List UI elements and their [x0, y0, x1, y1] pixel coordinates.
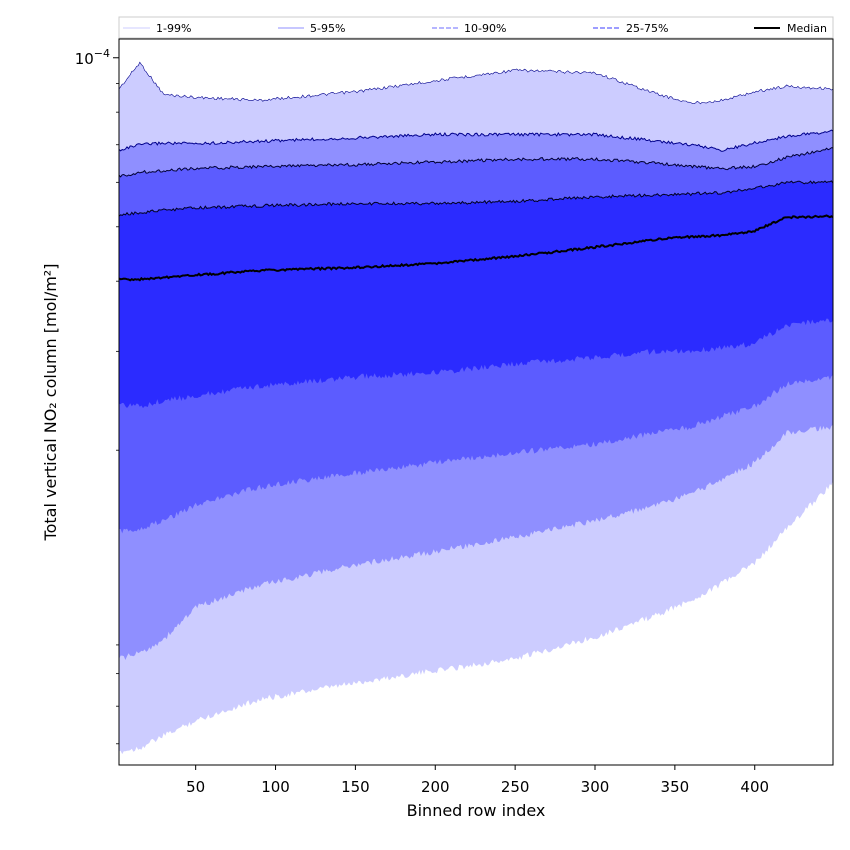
y-tick-label-major: 10−4 [75, 47, 110, 68]
legend-box [118, 16, 834, 39]
median-line [118, 214, 834, 282]
band-upper-line-5-95% [118, 129, 834, 152]
lines-layer [118, 61, 834, 282]
legend-label-Median: Median [787, 22, 827, 35]
x-tick-label: 300 [581, 778, 610, 796]
legend-label-1-99%: 1-99% [156, 22, 191, 35]
bands-layer [119, 62, 833, 755]
y-axis-label: Total vertical NO₂ column [mol/m²] [41, 264, 60, 542]
band-upper-line-1-99% [118, 61, 834, 105]
x-tick-label: 350 [661, 778, 690, 796]
x-tick-label: 50 [186, 778, 205, 796]
x-tick-label: 150 [341, 778, 370, 796]
legend-label-25-75%: 25-75% [626, 22, 668, 35]
x-tick-label: 400 [740, 778, 769, 796]
legend-label-5-95%: 5-95% [310, 22, 345, 35]
legend-label-10-90%: 10-90% [464, 22, 506, 35]
x-axis-label: Binned row index [407, 801, 546, 820]
x-tick-label: 200 [421, 778, 450, 796]
band-25-75% [119, 180, 833, 409]
band-upper-line-10-90% [118, 147, 834, 178]
x-tick-label: 100 [261, 778, 290, 796]
ticks-layer: 50 100 150 200 250 300 350 400 [113, 57, 769, 796]
legend: 1-99% 5-95% 10-90% 25-75% Median [118, 16, 834, 39]
x-tick-label: 250 [501, 778, 530, 796]
band-upper-line-25-75% [118, 180, 834, 217]
plot-frame [118, 38, 834, 766]
